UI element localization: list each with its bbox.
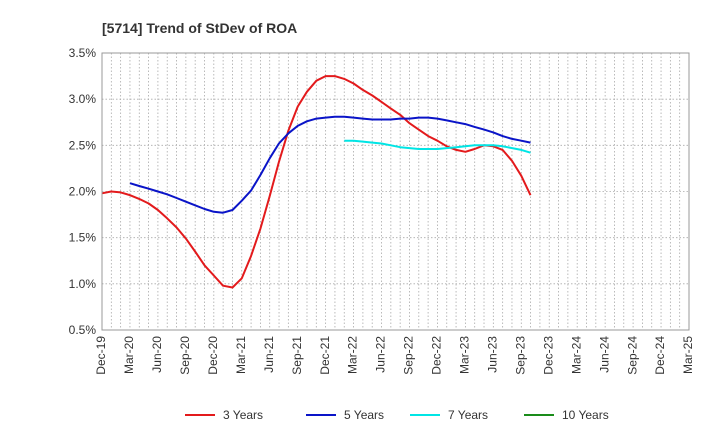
legend-label: 5 Years: [344, 408, 384, 422]
x-tick-label: Jun-20: [150, 336, 164, 373]
x-tick-label: Jun-21: [262, 336, 276, 373]
x-tick-label: Dec-21: [318, 336, 332, 375]
x-tick-label: Sep-24: [625, 336, 639, 375]
legend-label: 7 Years: [448, 408, 488, 422]
legend-label: 10 Years: [562, 408, 609, 422]
x-tick-label: Mar-24: [569, 336, 583, 374]
x-tick-label: Mar-25: [681, 336, 695, 374]
series-lines: [101, 75, 532, 289]
y-tick-label: 3.5%: [69, 46, 97, 60]
legend-label: 3 Years: [223, 408, 263, 422]
series-line-5-years: [129, 115, 531, 214]
y-tick-label: 0.5%: [69, 323, 97, 337]
y-tick-label: 2.5%: [69, 138, 97, 152]
chart-title: [5714] Trend of StDev of ROA: [102, 20, 297, 36]
x-tick-label: Dec-19: [94, 336, 108, 375]
y-tick-label: 3.0%: [69, 92, 97, 106]
x-tick-label: Mar-20: [122, 336, 136, 374]
x-axis-ticks: Dec-19 Mar-20 Jun-20 Sep-20 Dec-20 Mar-21 Jun-…: [94, 336, 695, 375]
x-tick-label: Dec-20: [206, 336, 220, 375]
y-tick-label: 1.5%: [69, 231, 97, 245]
x-tick-label: Sep-23: [513, 336, 527, 375]
grid-lines: [102, 53, 689, 330]
series-line-3-years: [101, 75, 532, 289]
x-tick-label: Mar-22: [346, 336, 360, 374]
y-tick-label: 2.0%: [69, 185, 97, 199]
x-tick-label: Dec-24: [653, 336, 667, 375]
x-tick-label: Mar-23: [458, 336, 472, 374]
x-tick-label: Jun-22: [374, 336, 388, 373]
y-tick-label: 1.0%: [69, 277, 97, 291]
x-tick-label: Jun-24: [597, 336, 611, 373]
x-tick-label: Dec-23: [541, 336, 555, 375]
series-line-7-years: [344, 139, 531, 154]
plot-area-border: [101, 52, 690, 331]
x-tick-label: Sep-20: [178, 336, 192, 375]
legend: 3 Years 5 Years 7 Years 10 Years: [185, 408, 609, 422]
y-axis-ticks: 0.5% 1.0% 1.5% 2.0% 2.5% 3.0% 3.5%: [69, 46, 97, 337]
x-tick-label: Jun-23: [486, 336, 500, 373]
x-tick-label: Sep-22: [402, 336, 416, 375]
x-tick-label: Dec-22: [430, 336, 444, 375]
x-tick-label: Mar-21: [234, 336, 248, 374]
x-tick-label: Sep-21: [290, 336, 304, 375]
